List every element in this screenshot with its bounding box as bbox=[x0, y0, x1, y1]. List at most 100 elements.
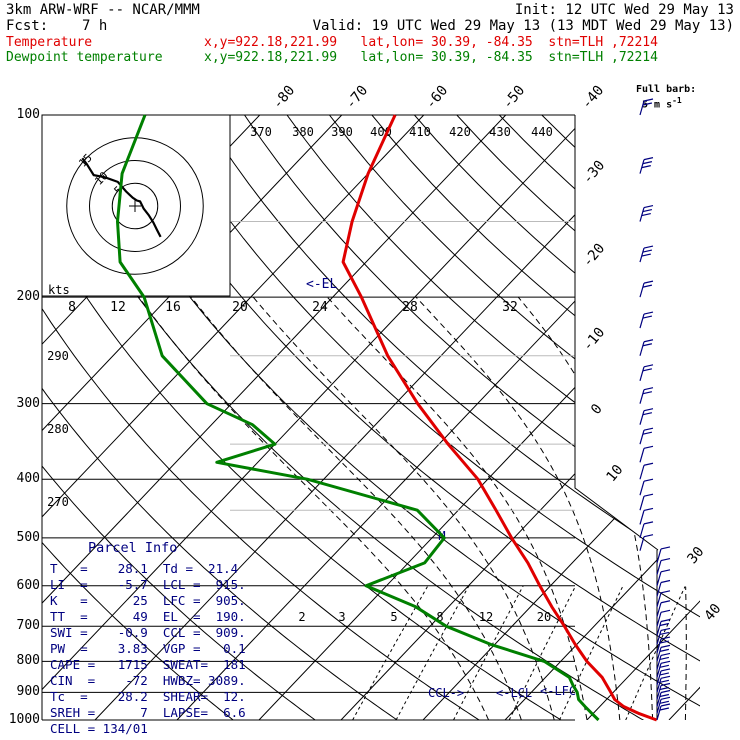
wind-barb-flag bbox=[643, 493, 654, 497]
wind-barb-flag bbox=[660, 644, 671, 648]
wind-barb-flag bbox=[659, 679, 670, 683]
wind-barb-flag bbox=[643, 364, 654, 368]
wind-barb-flag bbox=[643, 245, 654, 249]
isotherm-line bbox=[668, 115, 700, 720]
wind-barb-flag bbox=[659, 693, 670, 698]
dewpoint-profile bbox=[116, 114, 600, 722]
wind-barb-staff bbox=[656, 638, 662, 654]
wind-barb-staff bbox=[656, 670, 662, 686]
wind-barb-staff bbox=[639, 100, 645, 116]
pressure-label-700: 700 bbox=[16, 618, 40, 634]
wind-barb-flag bbox=[660, 609, 671, 613]
wind-barb-flag bbox=[642, 368, 653, 372]
wind-barb-flag bbox=[642, 249, 653, 253]
wind-barb-flag bbox=[659, 631, 670, 635]
parcel-info-row: CIN = -72 HWBZ= 3089. bbox=[50, 673, 246, 688]
temperature-profile bbox=[341, 114, 658, 722]
wind-barb-staff bbox=[639, 536, 645, 551]
theta-label: 390 bbox=[331, 125, 353, 139]
mixing-ratio-label: 12 bbox=[479, 610, 493, 624]
wind-barb-flag bbox=[643, 521, 654, 525]
sounding-profiles bbox=[116, 114, 658, 722]
wind-barb-staff bbox=[656, 655, 662, 670]
mixing-ratio-label: 2 bbox=[298, 610, 305, 624]
wind-barb-staff bbox=[656, 571, 662, 586]
wind-barb-flag bbox=[660, 652, 671, 657]
lcl-marker: <-LCL bbox=[496, 686, 532, 700]
isotherm-line bbox=[422, 115, 700, 720]
wind-barb-staff bbox=[639, 510, 645, 525]
theta-label: 380 bbox=[292, 125, 314, 139]
legend-dewpoint-location: x,y=922.18,221.99 lat,lon= 30.39, -84.35… bbox=[204, 50, 658, 65]
hodograph-axis-label: 20 bbox=[232, 300, 248, 315]
mixing-ratio-line bbox=[508, 585, 577, 720]
wind-barb-flag bbox=[660, 675, 671, 679]
theta-label: 370 bbox=[250, 125, 272, 139]
pressure-label-100: 100 bbox=[16, 107, 40, 122]
wind-barb-staff bbox=[656, 692, 662, 707]
hodograph-axis-label: 24 bbox=[312, 300, 328, 315]
isotherm-label: 0 bbox=[588, 401, 606, 418]
wind-barb-staff bbox=[639, 389, 645, 404]
hodograph-axis-label: 12 bbox=[110, 300, 126, 315]
wind-barb-staff bbox=[639, 523, 645, 539]
parcel-info-row: TT = 49 EL = 190. bbox=[50, 609, 246, 624]
pressure-label-900: 900 bbox=[16, 684, 40, 700]
parcel-info-row: LI = -5.7 LCL = 915. bbox=[50, 577, 246, 592]
wind-barb-staff bbox=[656, 647, 662, 662]
mixing-ratio-line bbox=[559, 585, 624, 720]
wind-barb-staff bbox=[639, 481, 645, 496]
mixing-ratio-label: 20 bbox=[537, 610, 551, 624]
wind-barb-flag bbox=[660, 703, 671, 707]
dry-adiabat bbox=[498, 115, 700, 720]
wind-barb-flag bbox=[641, 165, 651, 169]
wind-barb-staff bbox=[656, 678, 662, 693]
mixing-ratio-label: 8 bbox=[436, 610, 443, 624]
wind-barb-flag bbox=[660, 668, 671, 672]
wind-barb-flag bbox=[660, 546, 671, 550]
theta-side-label: 280 bbox=[47, 422, 69, 436]
wind-barbs bbox=[639, 98, 671, 721]
dry-adiabat bbox=[244, 115, 700, 720]
wind-barb-staff bbox=[656, 663, 662, 678]
dry-adiabat bbox=[42, 115, 583, 720]
dry-adiabat bbox=[42, 115, 417, 720]
wind-barb-flag bbox=[660, 696, 671, 700]
isotherm-label: -40 bbox=[579, 83, 608, 113]
theta-label: 410 bbox=[409, 125, 431, 139]
isotherm-label: 40 bbox=[701, 601, 724, 624]
wind-barb-flag bbox=[643, 534, 654, 538]
hodograph-axis-label: 16 bbox=[165, 300, 181, 315]
wind-barb-staff bbox=[656, 621, 662, 636]
theta-label: 420 bbox=[449, 125, 471, 139]
wind-barb-staff bbox=[656, 592, 662, 607]
wind-barb-flag bbox=[642, 102, 653, 106]
wind-barb-flag bbox=[643, 98, 654, 102]
wind-barb-flag bbox=[643, 387, 654, 391]
wind-barb-staff bbox=[639, 366, 645, 381]
wind-barb-staff bbox=[656, 705, 662, 721]
hodograph-trace bbox=[81, 157, 162, 238]
dry-adiabat bbox=[159, 115, 700, 720]
parcel-info-row: CELL = 134/01 bbox=[50, 721, 148, 736]
barb-legend-title: Full barb: bbox=[636, 84, 697, 95]
wind-barb-flag bbox=[641, 212, 651, 217]
moist-adiabat bbox=[326, 296, 588, 720]
isotherm-label: -70 bbox=[343, 83, 372, 113]
wind-barb-flag bbox=[643, 427, 654, 431]
isotherm-line bbox=[504, 115, 700, 720]
wind-barb-flag bbox=[642, 343, 653, 347]
theta-side-label: 270 bbox=[47, 495, 69, 509]
wind-barb-staff bbox=[639, 496, 645, 511]
dry-adiabat bbox=[414, 115, 700, 720]
wind-barb-flag bbox=[642, 431, 653, 435]
wind-barb-flag bbox=[660, 618, 671, 623]
wind-barb-flag bbox=[659, 664, 670, 668]
wind-barb-staff bbox=[656, 699, 662, 714]
wind-barb-flag bbox=[660, 600, 671, 604]
wind-barb-staff bbox=[656, 560, 662, 575]
parcel-info-row: SWI = -0.9 CCL = 909. bbox=[50, 625, 246, 640]
wind-barb-flag bbox=[660, 579, 671, 584]
forecast-label: Fcst: bbox=[6, 18, 49, 34]
